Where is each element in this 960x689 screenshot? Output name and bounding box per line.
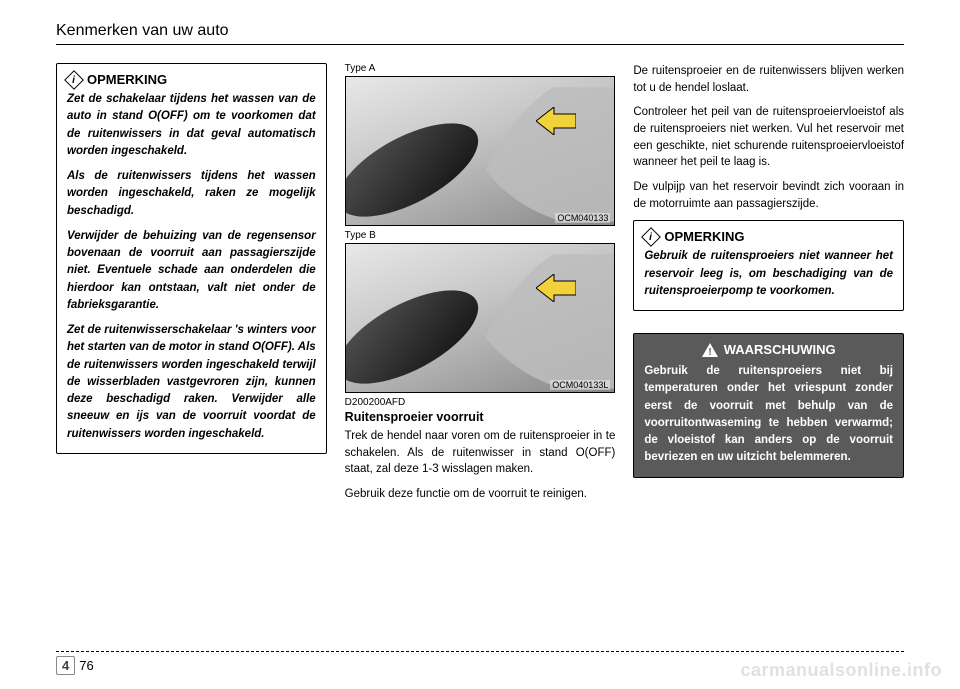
figure-a-label: Type A <box>345 63 616 74</box>
column-2: Type A OCM040133 <box>345 63 616 511</box>
notice-p2: Als de ruitenwissers tijdens het wassen … <box>67 168 316 220</box>
col3-p3: De vulpijp van het reservoir bevindt zic… <box>633 179 904 212</box>
figure-a-code: OCM040133 <box>555 213 610 223</box>
info-icon: i <box>64 70 84 90</box>
notice2-title: OPMERKING <box>664 229 744 244</box>
page-header: Kenmerken van uw auto <box>56 22 904 45</box>
notice2-header: i OPMERKING <box>644 229 893 244</box>
notice-p3: Verwijder de behuizing van de regensenso… <box>67 228 316 314</box>
notice-p1: Zet de schakelaar tijdens het wassen van… <box>67 91 316 160</box>
manual-page: Kenmerken van uw auto i OPMERKING Zet de… <box>0 0 960 689</box>
warning-title: WAARSCHUWING <box>724 342 836 357</box>
figure-b-label: Type B <box>345 230 616 241</box>
arrow-icon <box>536 107 576 135</box>
stalk-illustration-a <box>346 77 615 226</box>
warning-p: Gebruik de ruitensproeiers niet bij temp… <box>644 363 893 467</box>
column-3: De ruitensproeier en de ruitenwissers bl… <box>633 63 904 511</box>
section-p2: Gebruik deze functie om de voorruit te r… <box>345 486 616 503</box>
arrow-icon <box>536 274 576 302</box>
notice-title: OPMERKING <box>87 72 167 87</box>
notice2-p: Gebruik de ruitensproeiers niet wanneer … <box>644 248 893 300</box>
reference-code: D200200AFD <box>345 397 616 408</box>
section-heading: Ruitensproeier voorruit <box>345 410 616 424</box>
watermark: carmanualsonline.info <box>740 660 942 681</box>
figure-b-image: OCM040133L <box>345 243 616 393</box>
figure-a: Type A OCM040133 <box>345 63 616 226</box>
columns: i OPMERKING Zet de schakelaar tijdens he… <box>56 63 904 511</box>
page-number: 76 <box>79 658 93 673</box>
figure-b-code: OCM040133L <box>550 380 610 390</box>
spacer <box>633 321 904 333</box>
notice-box: i OPMERKING Zet de schakelaar tijdens he… <box>56 63 327 454</box>
warning-header: ! WAARSCHUWING <box>644 342 893 357</box>
col3-p2: Controleer het peil van de ruitensproeie… <box>633 104 904 171</box>
column-1: i OPMERKING Zet de schakelaar tijdens he… <box>56 63 327 511</box>
section-p1: Trek de hendel naar voren om de ruitensp… <box>345 428 616 478</box>
chapter-number: 4 <box>56 656 75 675</box>
stalk-illustration-b <box>346 244 615 393</box>
notice-box-2: i OPMERKING Gebruik de ruitensproeiers n… <box>633 220 904 311</box>
warning-icon: ! <box>702 343 718 357</box>
svg-text:!: ! <box>708 347 711 357</box>
figure-b: Type B OCM040133L <box>345 230 616 393</box>
info-icon: i <box>641 227 661 247</box>
warning-text: Gebruik de ruitensproeiers niet bij temp… <box>644 363 893 467</box>
notice2-text: Gebruik de ruitensproeiers niet wanneer … <box>644 248 893 300</box>
figure-a-image: OCM040133 <box>345 76 616 226</box>
col3-p1: De ruitensproeier en de ruitenwissers bl… <box>633 63 904 96</box>
notice-header: i OPMERKING <box>67 72 316 87</box>
warning-box: ! WAARSCHUWING Gebruik de ruitensproeier… <box>633 333 904 478</box>
notice-p4: Zet de ruitenwisserschakelaar 's winters… <box>67 322 316 443</box>
notice-text: Zet de schakelaar tijdens het wassen van… <box>67 91 316 443</box>
page-title: Kenmerken van uw auto <box>56 22 229 39</box>
